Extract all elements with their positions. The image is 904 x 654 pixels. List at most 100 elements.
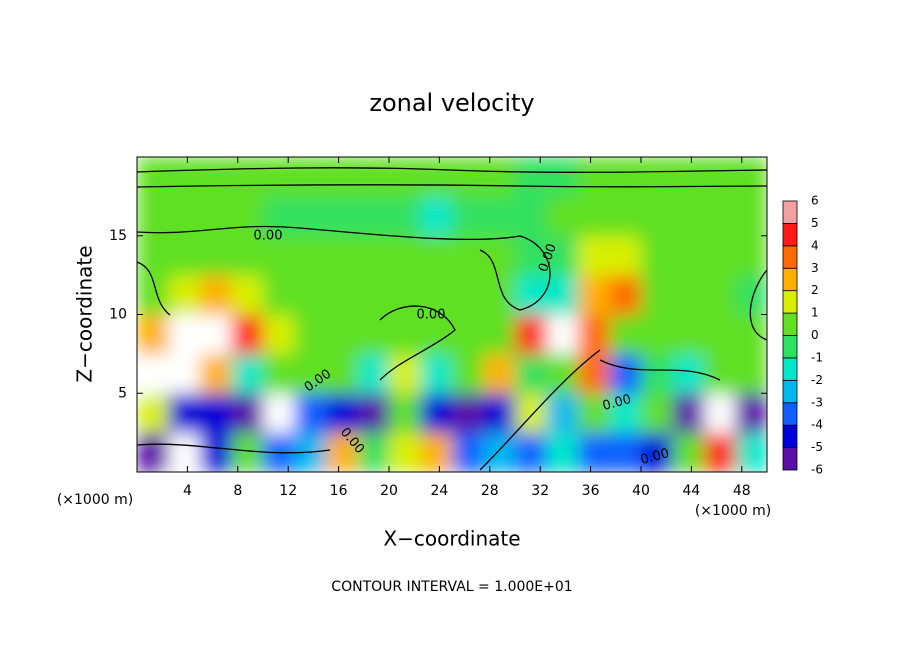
contour-label: 0.00 [601, 392, 633, 414]
field-cell [326, 314, 358, 355]
field-cell [609, 353, 642, 394]
field-cell [515, 196, 547, 237]
field-cell [672, 275, 705, 315]
field-cell [546, 314, 579, 355]
x-unit: (×1000 m) [57, 492, 133, 508]
colorbar-swatch [782, 402, 798, 426]
field-cell [641, 235, 673, 276]
field-cell [420, 157, 453, 197]
field-cell [263, 157, 295, 197]
field-cell [137, 314, 169, 355]
field-cell [483, 196, 516, 237]
field-cell [389, 157, 421, 197]
field-cell [357, 314, 390, 355]
colorbar-swatch [782, 290, 798, 314]
field-cell [168, 275, 201, 315]
colorbar-swatch [782, 200, 798, 224]
colorbar-label: -5 [811, 440, 823, 454]
y-tick-label: 10 [109, 307, 127, 323]
field-cell [609, 275, 642, 315]
field-cell [452, 314, 484, 355]
field-cell [546, 353, 579, 394]
field-cell [200, 393, 232, 434]
field-cell [231, 235, 264, 276]
field-cell [672, 393, 705, 434]
field-cell [609, 157, 642, 197]
field-cell [735, 432, 767, 472]
field-cell [609, 235, 642, 276]
field-cell [452, 432, 484, 472]
field-cell [168, 353, 201, 394]
field-cell [452, 235, 484, 276]
field-cell [420, 353, 453, 394]
field-cell [294, 235, 327, 276]
colorbar-swatch [782, 424, 798, 448]
field-cell [672, 235, 705, 276]
field-cell [546, 275, 579, 315]
field-cell [452, 157, 484, 197]
colorbar-label: 4 [811, 238, 819, 252]
field-cell [231, 432, 264, 472]
field-cell [420, 314, 453, 355]
contour-label: 0.00 [417, 308, 446, 323]
field-cell [704, 393, 736, 434]
colorbar-label: -6 [811, 463, 823, 477]
field-cell [546, 235, 579, 276]
field-cell [389, 196, 421, 237]
y-tick-label: 15 [109, 228, 127, 244]
field-cell [294, 275, 327, 315]
x-tick-label: 36 [582, 483, 600, 499]
field-cell [389, 314, 421, 355]
contour-label: 0.00 [639, 446, 671, 468]
field-cell [137, 353, 169, 394]
field-cell [420, 196, 453, 237]
colorbar-swatch [782, 447, 798, 471]
field-cell [357, 353, 390, 394]
field-cell [231, 314, 264, 355]
field-cell [200, 432, 232, 472]
field-cell [672, 196, 705, 237]
field-cell [326, 353, 358, 394]
x-tick-label: 28 [481, 483, 499, 499]
field-cell [294, 314, 327, 355]
x-tick-label: 24 [430, 483, 448, 499]
chart-title: zonal velocity [369, 89, 534, 117]
field-cell [357, 393, 390, 434]
colorbar-label: 6 [811, 194, 819, 208]
x-tick-label: 40 [632, 483, 650, 499]
field-cell [357, 235, 390, 276]
field-cell [200, 235, 232, 276]
field-cell [735, 235, 767, 276]
field-cell [704, 196, 736, 237]
x-tick-label: 44 [682, 483, 700, 499]
field-cell [704, 157, 736, 197]
field-cell [452, 275, 484, 315]
colorbar-label: 3 [811, 261, 819, 275]
field-cell [137, 157, 169, 197]
field-cell [672, 432, 705, 472]
field-cell [672, 314, 705, 355]
field-cell [546, 432, 579, 472]
field-cell [357, 432, 390, 472]
field-cell [137, 196, 169, 237]
contour-label: 0.00 [254, 229, 283, 244]
field-cell [735, 393, 767, 434]
field-cell [389, 393, 421, 434]
field-cell [231, 275, 264, 315]
footer: CONTOUR INTERVAL = 1.000E+01 [331, 579, 572, 595]
field-cell [483, 393, 516, 434]
field-cell [578, 314, 610, 355]
x-tick-label: 12 [279, 483, 297, 499]
field-cell [137, 235, 169, 276]
x-tick-label: 20 [380, 483, 398, 499]
field-cell [231, 393, 264, 434]
field-cell [420, 235, 453, 276]
field-cell [357, 157, 390, 197]
field [137, 157, 767, 472]
field-cell [546, 393, 579, 434]
field-cell [137, 432, 169, 472]
field-cell [200, 157, 232, 197]
field-cell [294, 353, 327, 394]
field-cell [389, 235, 421, 276]
field-cell [294, 157, 327, 197]
